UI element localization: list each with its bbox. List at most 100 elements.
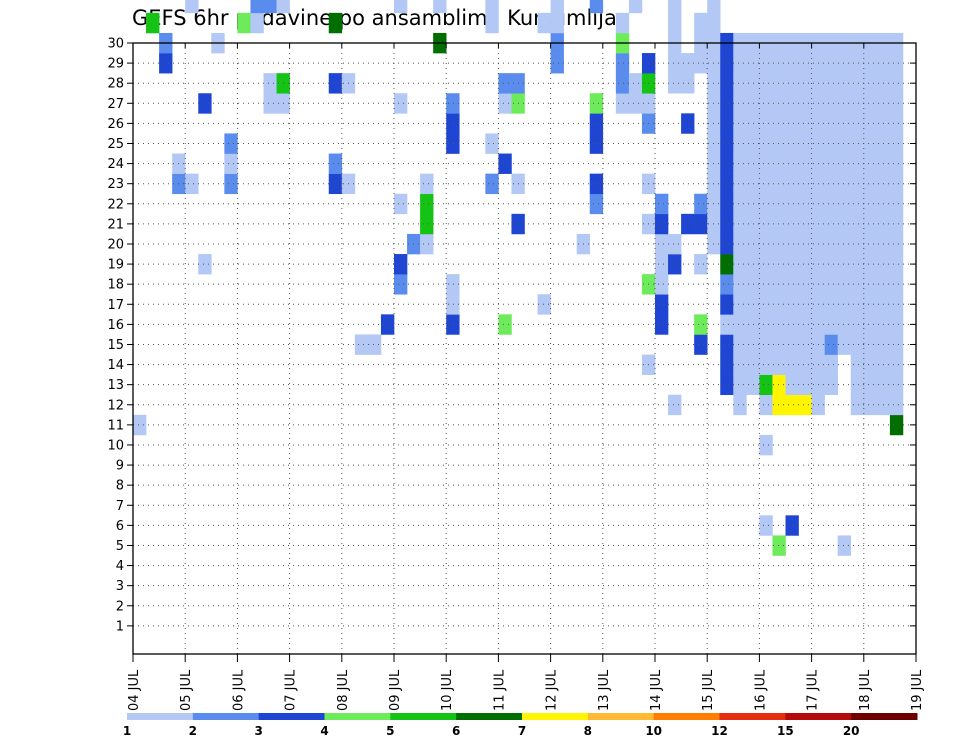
y-tick-label: 24 (107, 157, 124, 172)
heatmap-cell (759, 133, 773, 154)
legend-swatch (258, 713, 325, 720)
heatmap-cell (837, 314, 852, 335)
y-tick-label: 28 (107, 77, 124, 92)
heatmap-cell (772, 535, 786, 556)
heatmap-cell (798, 394, 812, 416)
heatmap-cell (668, 233, 682, 255)
heatmap-cell (537, 294, 551, 315)
heatmap-cell (276, 0, 290, 14)
heatmap-cell (707, 12, 721, 34)
y-tick-label: 29 (107, 57, 124, 72)
heatmap-cell (759, 374, 773, 396)
heatmap-cell (837, 113, 852, 134)
x-tick-label: 17 JUL (806, 669, 821, 711)
legend-label: 15 (777, 724, 794, 738)
heatmap-cell (328, 153, 343, 174)
heatmap-cell (720, 294, 734, 315)
heatmap-cell (733, 153, 747, 174)
heatmap-cell (589, 133, 604, 154)
heatmap-cell (707, 0, 721, 14)
x-tick-label: 19 JUL (910, 669, 925, 711)
heatmap-cell (850, 334, 865, 355)
heatmap-cell (889, 213, 904, 235)
heatmap-cell (798, 73, 812, 94)
heatmap-cell (328, 173, 343, 195)
heatmap-cell (328, 73, 343, 94)
heatmap-cell (133, 414, 147, 436)
heatmap-cell (615, 12, 630, 34)
heatmap-cell (850, 193, 865, 215)
legend-label: 1 (123, 724, 131, 738)
heatmap-cell (720, 133, 734, 154)
heatmap-cell (720, 254, 734, 275)
heatmap-cell (263, 93, 277, 114)
heatmap-cell (850, 113, 865, 134)
heatmap-cell (863, 334, 878, 355)
y-tick-label: 15 (107, 338, 124, 353)
heatmap-cell (798, 294, 812, 315)
legend-label: 8 (584, 724, 592, 738)
heatmap-cell (837, 254, 852, 275)
heatmap-cell (589, 0, 604, 14)
heatmap-cell (733, 93, 747, 114)
heatmap-cell (772, 314, 786, 335)
heatmap-cell (798, 53, 812, 74)
heatmap-cell (785, 213, 799, 235)
heatmap-cell (394, 193, 408, 215)
heatmap-cell (694, 53, 708, 74)
y-tick-label: 16 (107, 318, 124, 333)
heatmap-cell (824, 294, 838, 315)
x-tick-label: 04 JUL (127, 669, 142, 711)
heatmap-cell (772, 133, 786, 154)
heatmap-cell (420, 233, 434, 255)
heatmap-cell (681, 113, 695, 134)
heatmap-cell (785, 193, 799, 215)
x-tick-label: 10 JUL (440, 669, 455, 711)
heatmap-cell (837, 233, 852, 255)
heatmap-cell (589, 93, 604, 114)
heatmap-cell (863, 394, 878, 416)
heatmap-cell (837, 53, 852, 74)
x-tick-label: 06 JUL (231, 669, 246, 711)
heatmap-cell (628, 93, 643, 114)
x-tick-label: 05 JUL (179, 669, 194, 711)
heatmap-cell (263, 73, 277, 94)
heatmap-cell (772, 53, 786, 74)
heatmap-cell (733, 254, 747, 275)
heatmap-cell (250, 0, 264, 14)
heatmap-cell (485, 173, 499, 195)
heatmap-cell (837, 535, 852, 556)
heatmap-cell (889, 294, 904, 315)
heatmap-cell (850, 73, 865, 94)
heatmap-cell (146, 12, 160, 34)
heatmap-cell (785, 314, 799, 335)
heatmap-cell (759, 394, 773, 416)
heatmap-cell (720, 193, 734, 215)
heatmap-cell (772, 274, 786, 295)
y-tick-label: 13 (107, 378, 124, 393)
heatmap-cell (850, 254, 865, 275)
heatmap-cell (446, 133, 460, 154)
heatmap-cell (720, 73, 734, 94)
legend-swatch (719, 713, 786, 720)
heatmap-cell (798, 153, 812, 174)
heatmap-cell (837, 133, 852, 154)
heatmap-cell (863, 354, 878, 375)
heatmap-cell (863, 113, 878, 134)
y-tick-label: 5 (116, 539, 124, 554)
heatmap-cell (733, 53, 747, 74)
heatmap-cell (837, 274, 852, 295)
heatmap-cell (772, 394, 786, 416)
heatmap-cell (772, 93, 786, 114)
x-tick-label: 12 JUL (545, 669, 560, 711)
heatmap-cell (785, 173, 799, 195)
y-tick-label: 7 (116, 499, 124, 514)
heatmap-cell (863, 274, 878, 295)
heatmap-cell (850, 294, 865, 315)
heatmap-cell (785, 133, 799, 154)
heatmap-cell (785, 73, 799, 94)
heatmap-cell (655, 274, 669, 295)
heatmap-cell (589, 113, 604, 134)
heatmap-cell (889, 334, 904, 355)
heatmap-cell (863, 213, 878, 235)
